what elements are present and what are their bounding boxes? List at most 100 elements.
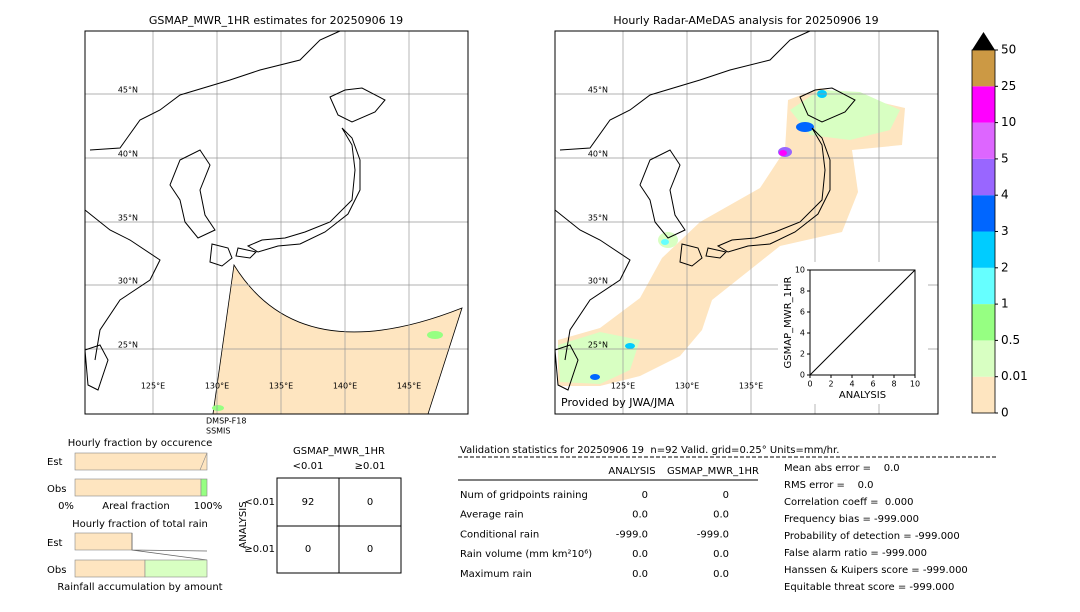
- score: Frequency bias = -999.000: [784, 514, 919, 525]
- colorbar-segment: [972, 267, 995, 305]
- axis-label: Rainfall accumulation by amount: [57, 582, 222, 593]
- table-title: GSMAP_MWR_1HR: [293, 446, 385, 457]
- x-axis-label: ANALYSIS: [839, 390, 886, 401]
- axis-label: 0%: [58, 501, 74, 512]
- stat-label: Conditional rain: [460, 529, 539, 540]
- row-label: Est: [47, 457, 63, 468]
- row-header: ≥0.01: [244, 544, 275, 555]
- colorbar-label: 50: [1001, 43, 1016, 57]
- panel-title: Hourly fraction by occurence: [68, 438, 212, 449]
- inset-frame: [809, 269, 916, 376]
- x-tick-label: 6: [870, 380, 875, 389]
- row-axis: ANALYSIS: [238, 501, 249, 548]
- y-tick-label: 2: [800, 350, 805, 359]
- rain-area: [790, 90, 900, 140]
- rain-spot: [590, 374, 600, 380]
- colorbar-segment: [972, 50, 995, 87]
- lon-labels: 125°E 130°E 135°E: [611, 382, 763, 391]
- stat-label: Rain volume (mm km²10⁶): [460, 549, 592, 560]
- colorbar-segment: [972, 304, 995, 341]
- rain-spot: [625, 343, 635, 349]
- rain-area: [558, 332, 640, 384]
- stat-value: -999.0: [697, 529, 729, 540]
- rain-spot: [779, 150, 787, 156]
- satellite-label: SSMIS: [206, 427, 231, 436]
- stat-value: -999.0: [616, 529, 648, 540]
- row-label: Obs: [47, 484, 66, 495]
- colorbar-label: 0.5: [1001, 333, 1020, 347]
- lat-label: 30°N: [588, 277, 608, 286]
- fraction-edge: [131, 533, 208, 561]
- rain-spot: [661, 239, 669, 245]
- row-label: Est: [47, 538, 63, 549]
- score: False alarm ratio = -999.000: [784, 548, 927, 559]
- column-header: ≥0.01: [355, 461, 386, 472]
- colorbar-label: 0.01: [1001, 369, 1028, 383]
- rain-area: [558, 88, 905, 386]
- stats-header: Validation statistics for 20250906 19 n=…: [460, 445, 839, 456]
- colorbar-segment: [972, 195, 995, 232]
- table-cell: 92: [302, 497, 315, 508]
- row-header: <0.01: [244, 497, 275, 508]
- x-tick-label: 8: [891, 380, 896, 389]
- lat-label: 40°N: [588, 150, 608, 159]
- table-cell: 0: [305, 544, 311, 555]
- lon-label: 125°E: [611, 382, 635, 391]
- lat-label: 35°N: [118, 214, 138, 223]
- credit: Provided by JWA/JMA: [561, 396, 675, 409]
- colorbar-label: 25: [1001, 79, 1016, 93]
- lon-label: 145°E: [397, 382, 421, 391]
- table-cell: 0: [367, 497, 373, 508]
- fraction-edge: [199, 452, 208, 471]
- colorbar-segment: [972, 86, 995, 123]
- colorbar-label: 0: [1001, 406, 1009, 420]
- colorbar-label: 3: [1001, 224, 1009, 238]
- fraction-bar: [74, 532, 133, 551]
- stat-value: 0.0: [632, 510, 648, 521]
- score: Mean abs error = 0.0: [784, 463, 900, 474]
- y-tick-label: 10: [795, 266, 805, 275]
- lon-label: 125°E: [141, 382, 165, 391]
- row-label: Obs: [47, 565, 66, 576]
- fraction-bar: [74, 478, 202, 497]
- lon-labels: 125°E 130°E 135°E 140°E 145°E: [141, 382, 421, 391]
- lon-label: 130°E: [675, 382, 699, 391]
- x-tick-label: 4: [849, 380, 854, 389]
- column-header: ANALYSIS: [608, 466, 655, 477]
- score: RMS error = 0.0: [784, 480, 874, 491]
- x-tick-label: 0: [807, 380, 812, 389]
- stat-label: Maximum rain: [460, 569, 532, 580]
- rain-area: [212, 263, 463, 415]
- colorbar-segment: [972, 158, 995, 196]
- stat-value: 0.0: [632, 569, 648, 580]
- y-tick-label: 0: [800, 371, 805, 380]
- score: Probability of detection = -999.000: [784, 531, 960, 542]
- column-header: GSMAP_MWR_1HR: [667, 466, 759, 477]
- inset-scatter: 0 2 4 6 8 10 0 2 4 6 8 10 ANALYSIS GSMAP_MWR_1HR: [783, 266, 920, 402]
- colorbar-segment: [972, 122, 995, 159]
- colorbar-label: 5: [1001, 151, 1009, 165]
- fraction-bar: [144, 559, 208, 578]
- x-tick-label: 10: [910, 380, 920, 389]
- stat-value: 0.0: [713, 549, 729, 560]
- lat-labels: 45°N 40°N 35°N 30°N 25°N: [588, 86, 608, 350]
- y-tick-label: 8: [800, 287, 805, 296]
- lat-label: 40°N: [118, 150, 138, 159]
- right-map: Hourly Radar-AMeDAS analysis for 2025090…: [554, 14, 939, 415]
- left-map: GSMAP_MWR_1HR estimates for 20250906 19 …: [84, 14, 469, 436]
- score: Correlation coeff = 0.000: [784, 497, 914, 508]
- colorbar-segment: [972, 340, 995, 377]
- map-frame: [554, 30, 939, 415]
- lat-label: 25°N: [588, 341, 608, 350]
- diagonal: [809, 269, 916, 376]
- stat-value: 0: [642, 490, 648, 501]
- colorbar: 0 0.01 0.5 1 2 3 4 5 10 25 50: [971, 32, 1028, 420]
- rain-spot: [212, 405, 224, 411]
- lat-label: 45°N: [588, 86, 608, 95]
- colorbar-label: 2: [1001, 260, 1009, 274]
- rain-spot: [427, 331, 443, 339]
- lat-label: 45°N: [118, 86, 138, 95]
- map-frame: [84, 30, 469, 415]
- panel-title: Hourly fraction of total rain: [72, 519, 208, 530]
